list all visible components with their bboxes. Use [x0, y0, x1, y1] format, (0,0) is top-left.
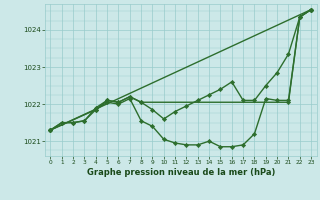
X-axis label: Graphe pression niveau de la mer (hPa): Graphe pression niveau de la mer (hPa) — [87, 168, 275, 177]
